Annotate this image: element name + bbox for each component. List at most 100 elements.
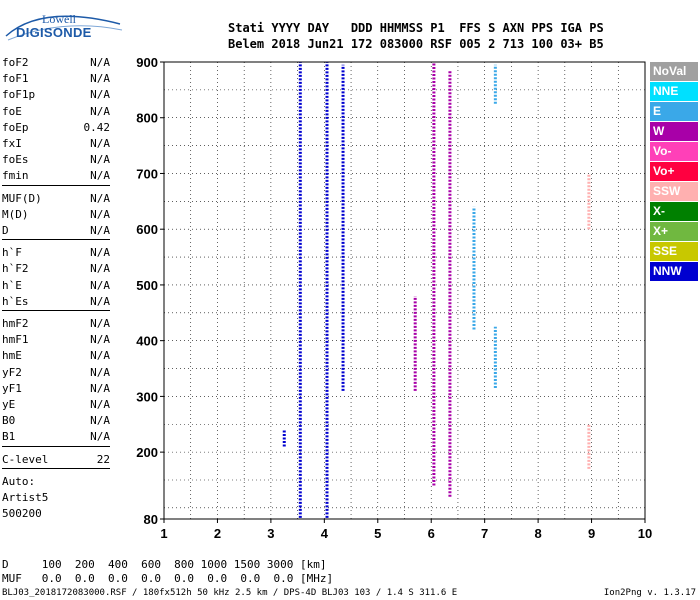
param-row-fof2: foF2 N/A [2, 56, 110, 70]
param-row-yf1: yF1 N/A [2, 382, 110, 396]
param-row-he: h`E N/A [2, 279, 110, 293]
param-row-foe: foE N/A [2, 105, 110, 119]
file-info-footer: BLJ03_2018172083000.RSF / 180fx512h 50 k… [2, 588, 458, 598]
param-label: hmE [2, 349, 22, 363]
param-value: N/A [90, 278, 110, 292]
legend-item-sse: SSE [650, 242, 698, 261]
logo-line2: DIGISONDE [16, 25, 92, 40]
param-row-clevel: C-level 22 [2, 453, 110, 467]
y-tick-label: 500 [136, 278, 158, 293]
param-value: 0.42 [83, 120, 111, 134]
param-row-b1: B1 N/A [2, 430, 110, 444]
param-label: Artist5 [2, 491, 49, 504]
y-tick-label: 300 [136, 389, 158, 404]
param-label: hmF1 [2, 333, 29, 347]
param-label: M(D) [2, 207, 29, 221]
param-row-version: 500200 [2, 507, 110, 521]
param-label: h`E [2, 278, 22, 292]
logo-swoosh-icon [5, 15, 123, 41]
param-value: N/A [90, 88, 110, 102]
param-row-hes: h`Es N/A [2, 295, 110, 309]
param-value: N/A [90, 414, 110, 428]
param-row-hme: hmE N/A [2, 349, 110, 363]
param-row-auto: Auto: [2, 475, 110, 489]
param-row-fof1p: foF1p N/A [2, 88, 110, 102]
y-tick-label: 800 [136, 111, 158, 126]
param-value: N/A [90, 56, 110, 69]
param-row-hf: h`F N/A [2, 246, 110, 260]
chart-data-layer [282, 62, 591, 518]
muf-table: D 100 200 400 600 800 1000 1500 3000 [km… [2, 558, 333, 586]
param-label: foEp [2, 120, 29, 134]
param-value: N/A [90, 153, 110, 167]
x-tick-label: 9 [588, 526, 595, 541]
param-row-hf2: h`F2 N/A [2, 262, 110, 276]
y-tick-label: 700 [136, 166, 158, 181]
header-line1: Stati YYYY DAY DDD HHMMSS P1 FFS S AXN P… [228, 21, 604, 35]
param-value: N/A [90, 262, 110, 276]
param-label: hmF2 [2, 317, 29, 330]
plot-frame [163, 61, 646, 520]
x-tick-label: 3 [267, 526, 274, 541]
param-row-hmf2: hmF2 N/A [2, 317, 110, 331]
station-header: Stati YYYY DAY DDD HHMMSS P1 FFS S AXN P… [228, 20, 604, 52]
logo-line1: Lowell [42, 12, 76, 26]
legend-item-x: X+ [650, 222, 698, 241]
param-value: N/A [90, 398, 110, 411]
param-label: D [2, 224, 9, 237]
param-row-d: D N/A [2, 224, 110, 238]
param-label: h`F [2, 246, 22, 260]
param-label: 500200 [2, 507, 42, 521]
param-label: h`F2 [2, 262, 29, 276]
x-tick-label: 8 [534, 526, 541, 541]
param-label: B0 [2, 414, 16, 428]
param-value: N/A [90, 381, 110, 395]
x-tick-label: 4 [321, 526, 329, 541]
legend-item-nnw: NNW [650, 262, 698, 281]
legend-item-ssw: SSW [650, 182, 698, 201]
param-label: fxI [2, 137, 22, 150]
param-row-mufd: MUF(D) N/A [2, 192, 110, 206]
param-row-md: M(D) N/A [2, 208, 110, 222]
x-tick-label: 7 [481, 526, 488, 541]
param-label: C-level [2, 452, 49, 466]
legend-item-vo: Vo+ [650, 162, 698, 181]
param-label: fmin [2, 169, 29, 183]
param-value: N/A [90, 294, 110, 308]
y-tick-label: 600 [136, 222, 158, 237]
param-label: yF2 [2, 365, 22, 379]
param-value: N/A [90, 317, 110, 330]
param-label: h`Es [2, 294, 29, 308]
param-label: B1 [2, 430, 16, 444]
param-label: foE [2, 104, 22, 118]
muf-value-row: MUF 0.0 0.0 0.0 0.0 0.0 0.0 0.0 0.0 [MHz… [2, 572, 334, 585]
param-label: foF1p [2, 88, 36, 102]
param-value: N/A [90, 72, 110, 86]
legend-item-x: X- [650, 202, 698, 221]
x-tick-label: 6 [428, 526, 435, 541]
param-row-ye: yE N/A [2, 398, 110, 412]
chart-ticks: 1 2 3 4 5 6 7 8 9 10 80 200 300 400 500 600 700 800 900 [136, 55, 652, 541]
param-row-artist: Artist5 [2, 491, 110, 505]
param-divider [2, 310, 110, 311]
param-value: N/A [90, 365, 110, 379]
param-value: N/A [90, 246, 110, 260]
param-row-fmin: fmin N/A [2, 169, 110, 183]
param-label: Auto: [2, 474, 36, 488]
y-tick-label: 400 [136, 334, 158, 349]
legend-item-w: W [650, 122, 698, 141]
param-value: N/A [90, 333, 110, 347]
version-label: Ion2Png v. 1.3.17 [603, 588, 696, 598]
param-row-b0: B0 N/A [2, 414, 110, 428]
param-row-fxi: fxI N/A [2, 137, 110, 151]
param-value: 22 [96, 452, 110, 466]
param-label: yE [2, 398, 16, 411]
lowell-digisonde-logo: Lowell DIGISONDE [2, 8, 162, 48]
param-label: yF1 [2, 381, 22, 395]
legend-item-vo: Vo- [650, 142, 698, 161]
param-label: foF1 [2, 72, 29, 86]
x-tick-label: 1 [160, 526, 167, 541]
param-value: N/A [90, 104, 110, 118]
param-divider [2, 445, 110, 447]
param-row-foep: foEp 0.42 [2, 121, 110, 135]
